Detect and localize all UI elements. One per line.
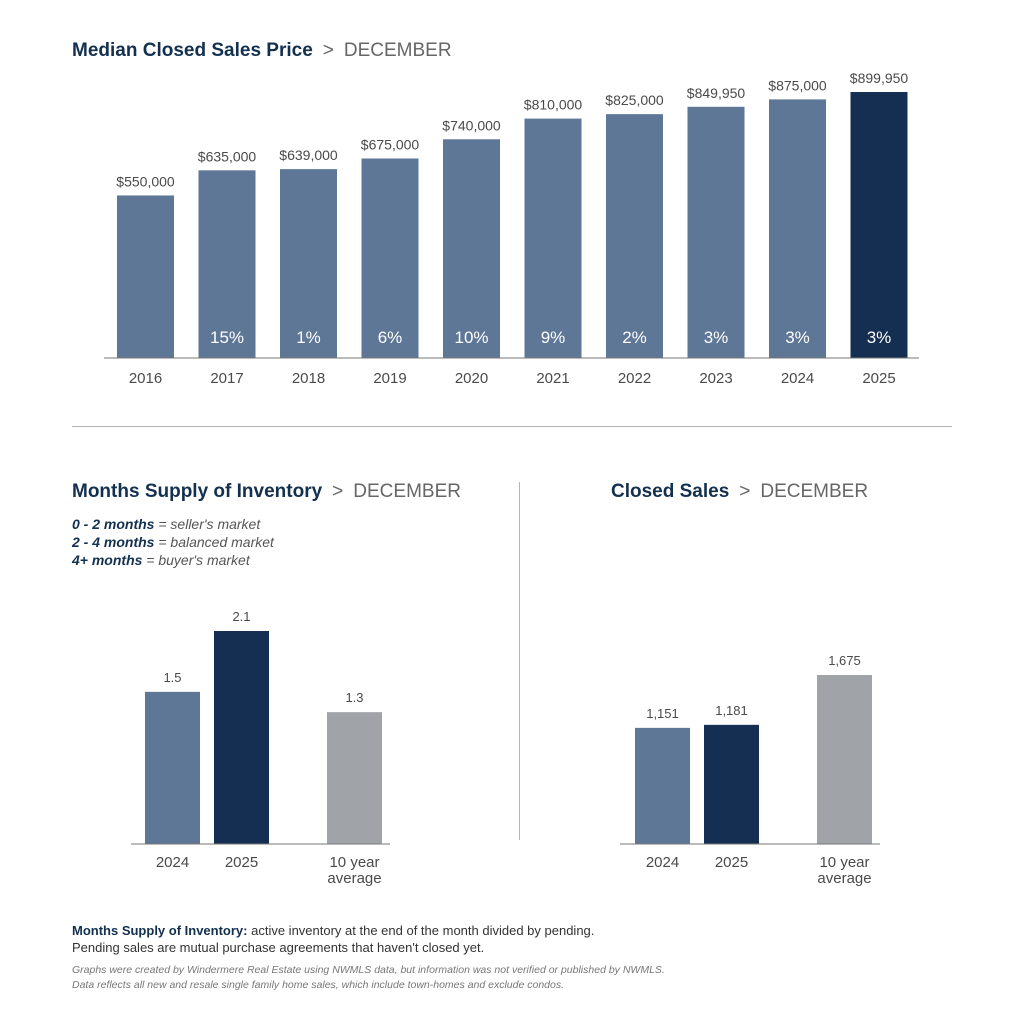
x-tick-label: 2023 [699, 370, 732, 387]
bar [280, 169, 337, 358]
bar-value-label: 1,181 [715, 703, 748, 718]
bar-value-label: $810,000 [524, 97, 583, 113]
bar-value-label: 1,675 [828, 653, 861, 668]
inventory-legend: 0 - 2 months = seller's market 2 - 4 mon… [72, 515, 274, 569]
bar-value-label: $740,000 [442, 117, 501, 133]
bar-value-label: 1.3 [345, 690, 363, 705]
bar [117, 195, 174, 358]
x-tick-label: 2022 [618, 370, 651, 387]
bar-value-label: 2.1 [232, 609, 250, 624]
closed-sales-title-main: Closed Sales [611, 481, 730, 502]
bar [198, 170, 256, 358]
title-separator: > [739, 481, 751, 502]
x-tick-label: 2021 [536, 370, 569, 387]
bar-value-label: $849,950 [687, 85, 746, 101]
bar [145, 691, 200, 844]
bar [361, 158, 419, 358]
legend-meaning: = balanced market [158, 534, 274, 550]
bar-value-label: $825,000 [605, 92, 664, 108]
pct-change-label: 3% [785, 328, 810, 347]
bar [850, 92, 908, 359]
bar [635, 727, 690, 844]
legend-range: 4+ months [72, 552, 143, 568]
bar-value-label: $635,000 [198, 148, 257, 164]
closed-sales-title-month: DECEMBER [760, 481, 869, 502]
bar [687, 106, 745, 358]
x-tick-label: average [327, 870, 381, 887]
x-tick-label: 2024 [156, 854, 189, 871]
bar [524, 118, 582, 358]
section-divider-horizontal [72, 426, 952, 427]
months-supply-title-month: DECEMBER [353, 481, 461, 502]
legend-item: 0 - 2 months = seller's market [72, 515, 274, 533]
bar [606, 114, 663, 359]
note-label: Months Supply of Inventory: [72, 923, 248, 938]
bar-value-label: $550,000 [116, 173, 175, 189]
bar-value-label: $675,000 [361, 137, 420, 153]
x-tick-label: 2024 [781, 370, 814, 387]
bar [817, 675, 872, 844]
bar [704, 724, 759, 844]
x-tick-label: 2016 [129, 370, 162, 387]
title-separator: > [322, 40, 334, 61]
pct-change-label: 15% [210, 328, 244, 347]
pct-change-label: 1% [296, 328, 321, 347]
pct-change-label: 3% [704, 328, 729, 347]
x-tick-label: 2020 [455, 370, 488, 387]
months-supply-title-main: Months Supply of Inventory [72, 481, 323, 502]
pct-change-label: 2% [622, 328, 647, 347]
median-price-title-main: Median Closed Sales Price [72, 40, 313, 61]
x-tick-label: 2019 [373, 370, 406, 387]
median-price-title: Median Closed Sales Price > DECEMBER [72, 40, 452, 62]
legend-range: 0 - 2 months [72, 516, 155, 532]
x-tick-label: 2025 [715, 854, 748, 871]
bar [327, 712, 382, 844]
legend-range: 2 - 4 months [72, 534, 155, 550]
x-tick-label: 2025 [862, 370, 895, 387]
x-tick-label: 2018 [292, 370, 325, 387]
bar-value-label: 1.5 [163, 670, 181, 685]
legend-item: 2 - 4 months = balanced market [72, 533, 274, 551]
pct-change-label: 6% [378, 328, 403, 347]
x-tick-label: 2025 [225, 854, 258, 871]
note-line2: Pending sales are mutual purchase agreem… [72, 940, 485, 955]
pct-change-label: 9% [541, 328, 566, 347]
x-tick-label: 10 year [329, 854, 379, 871]
pct-change-label: 3% [867, 328, 892, 347]
closed-sales-title: Closed Sales > DECEMBER [611, 481, 868, 503]
legend-meaning: = seller's market [158, 516, 261, 532]
bar-value-label: $875,000 [768, 77, 827, 93]
months-supply-title: Months Supply of Inventory > DECEMBER [72, 481, 461, 503]
legend-item: 4+ months = buyer's market [72, 551, 274, 569]
bar-value-label: $639,000 [279, 147, 338, 163]
bar-value-label: $899,950 [850, 70, 909, 86]
section-divider-vertical [519, 482, 520, 840]
title-separator: > [332, 481, 344, 502]
footnote-line2: Data reflects all new and resale single … [72, 979, 565, 991]
bar [214, 631, 269, 844]
source-footnote: Graphs were created by Windermere Real E… [72, 963, 665, 993]
bar [443, 139, 500, 358]
bar [769, 99, 826, 358]
footnote-line1: Graphs were created by Windermere Real E… [72, 964, 665, 976]
pct-change-label: 10% [454, 328, 488, 347]
x-tick-label: average [817, 870, 871, 887]
median-price-title-month: DECEMBER [343, 40, 452, 61]
x-tick-label: 2024 [646, 854, 679, 871]
x-tick-label: 10 year [819, 854, 869, 871]
definition-note: Months Supply of Inventory: active inven… [72, 922, 594, 956]
legend-meaning: = buyer's market [146, 552, 250, 568]
x-tick-label: 2017 [210, 370, 243, 387]
note-text: active inventory at the end of the month… [247, 923, 595, 938]
bar-value-label: 1,151 [646, 706, 679, 721]
